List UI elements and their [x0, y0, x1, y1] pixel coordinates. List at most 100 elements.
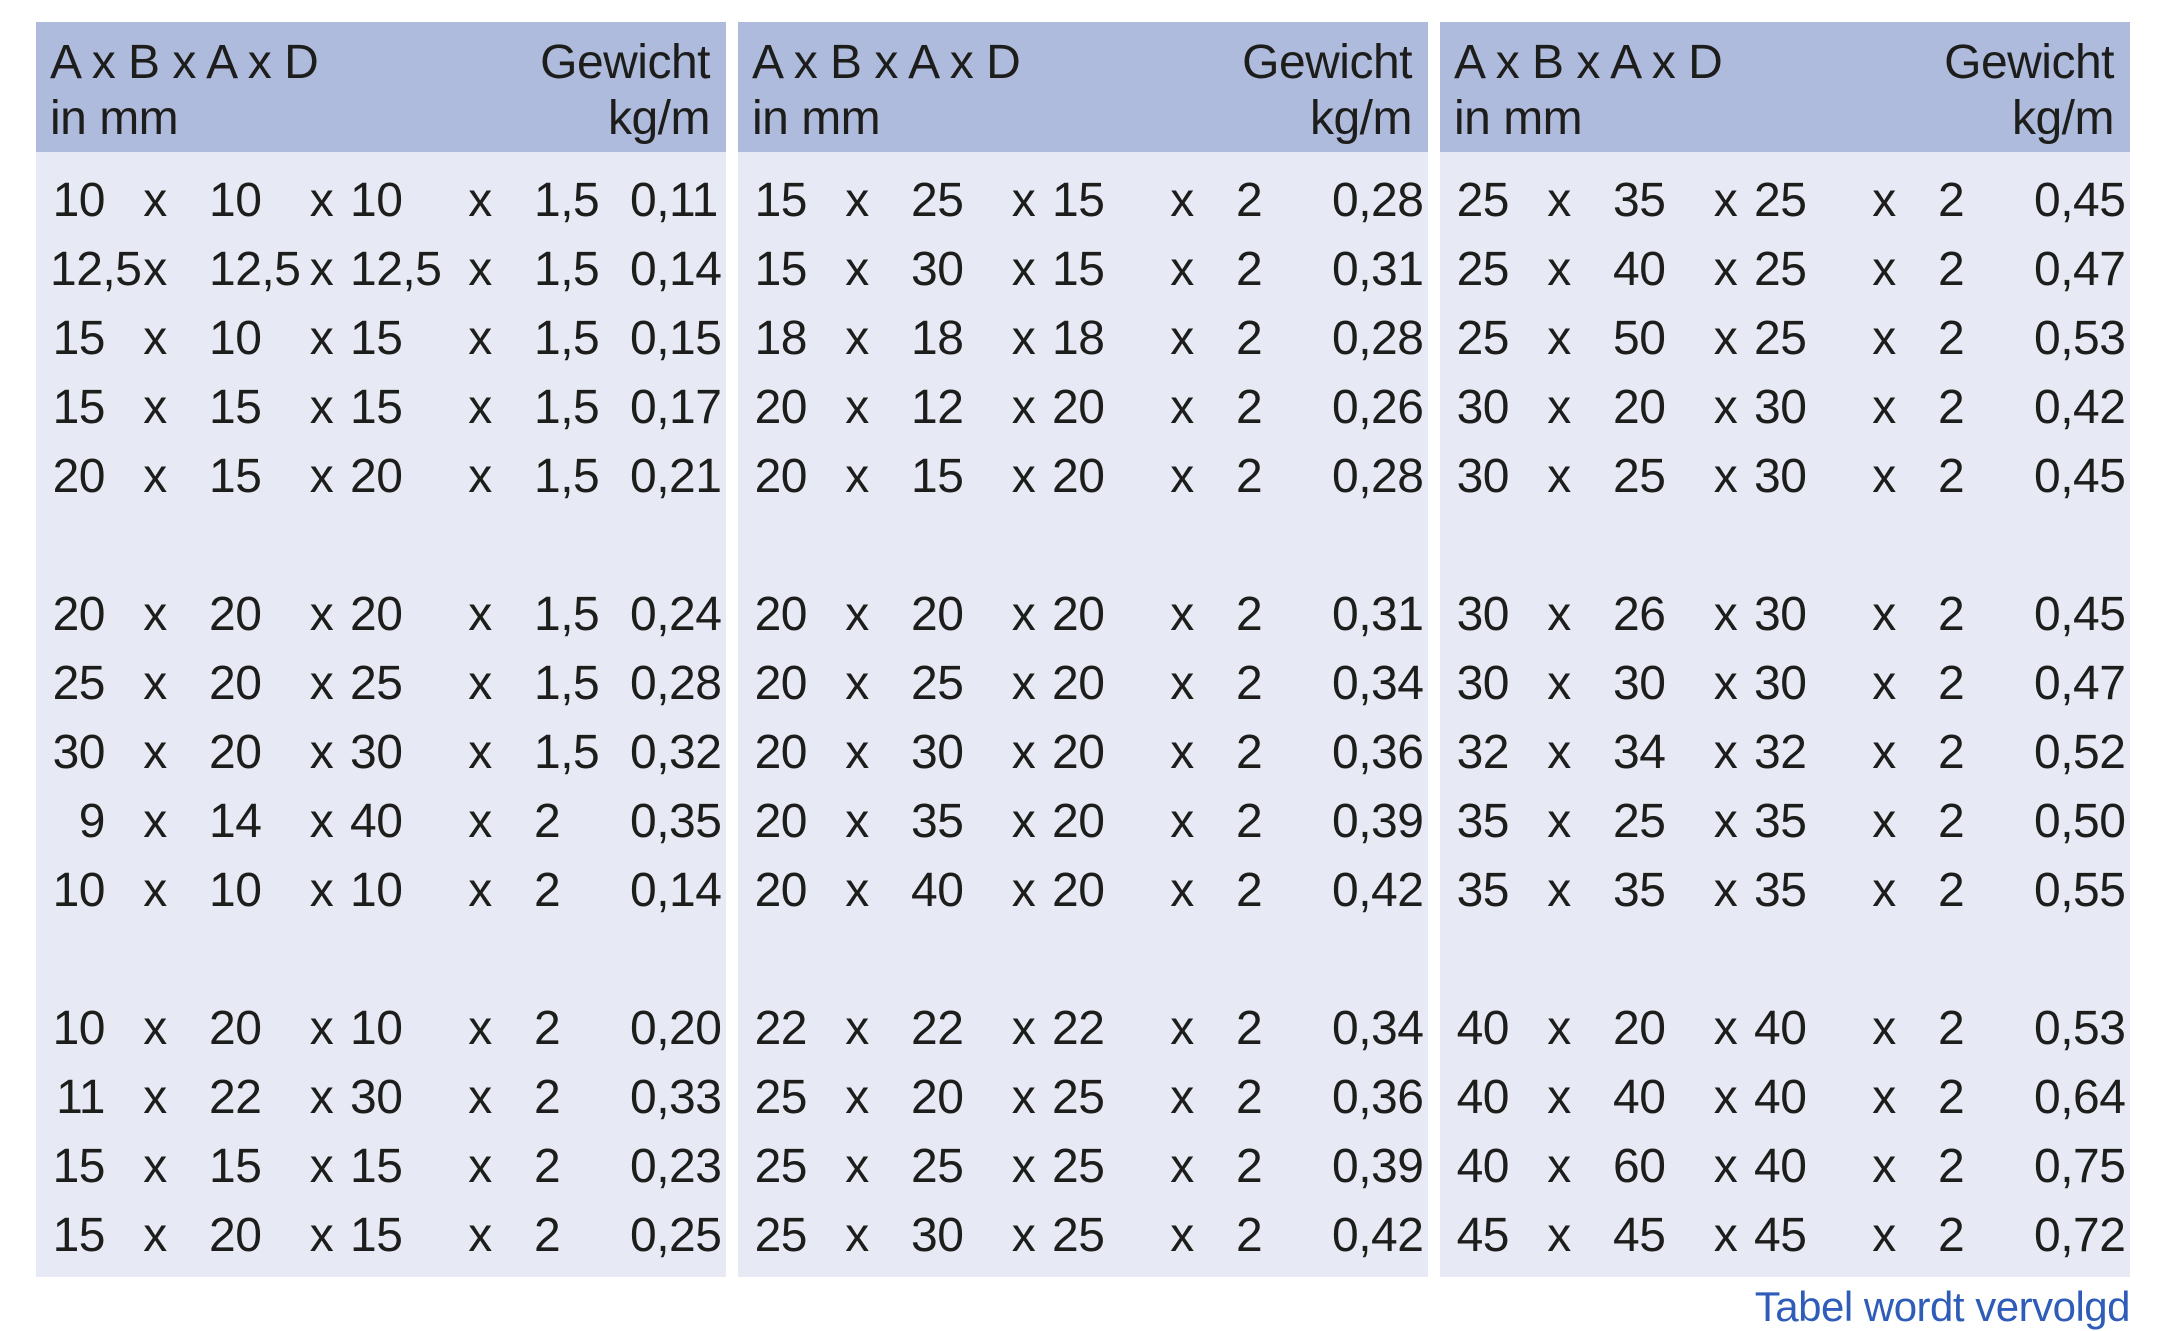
multiply-sign: x	[1872, 312, 1896, 365]
table-row: 20 x 25 x 20 x 2 0,34	[752, 649, 1424, 718]
multiply-sign: x	[1872, 174, 1896, 227]
table-row: 30 x 20 x 30 x 1,5 0,32	[50, 718, 722, 787]
weight-value: 0,45	[2034, 450, 2126, 503]
multiply-sign: x	[143, 1140, 167, 1193]
header-dims-title: A x B x A x D	[50, 36, 319, 89]
multiply-sign: x	[1713, 1071, 1738, 1124]
table-row: 20 x 12 x 20 x 2 0,26	[752, 373, 1424, 442]
multiply-sign: x	[1170, 1002, 1194, 1055]
table-row: 22 x 22 x 22 x 2 0,34	[752, 994, 1424, 1063]
dim-b: 30	[911, 726, 964, 779]
multiply-sign: x	[1011, 312, 1036, 365]
dim-a2: 25	[1052, 1209, 1105, 1262]
dim-d: 1,5	[534, 726, 600, 779]
dim-b: 10	[209, 174, 262, 227]
dim-a2: 18	[1052, 312, 1105, 365]
dim-d: 2	[1236, 864, 1263, 917]
table-row: 40 x 40 x 40 x 2 0,64	[1454, 1063, 2126, 1132]
dim-b: 25	[911, 174, 964, 227]
dim-a: 25	[1456, 243, 1510, 296]
header-weight-unit: kg/m	[607, 92, 711, 145]
dim-a2: 20	[1052, 864, 1105, 917]
multiply-sign: x	[1011, 243, 1036, 296]
dim-b: 30	[1613, 657, 1666, 710]
group-spacer	[50, 511, 710, 580]
multiply-sign: x	[1011, 795, 1036, 848]
dim-d: 2	[1938, 588, 1965, 641]
dim-d: 2	[1236, 726, 1263, 779]
multiply-sign: x	[143, 726, 167, 779]
multiply-sign: x	[468, 657, 492, 710]
dim-a: 22	[754, 1002, 808, 1055]
table-row: 35 x 35 x 35 x 2 0,55	[1454, 856, 2126, 925]
dim-b: 20	[911, 1071, 964, 1124]
table-row: 15 x 10 x 15 x 1,5 0,15	[50, 304, 722, 373]
dim-a2: 45	[1754, 1209, 1807, 1262]
dim-a: 20	[754, 795, 808, 848]
dim-a2: 20	[350, 450, 403, 503]
table-row: 15 x 15 x 15 x 1,5 0,17	[50, 373, 722, 442]
dim-a: 10	[52, 174, 106, 227]
dim-a: 15	[52, 381, 106, 434]
table-row: 18 x 18 x 18 x 2 0,28	[752, 304, 1424, 373]
dim-a2: 40	[1754, 1002, 1807, 1055]
weight-value: 0,35	[630, 795, 722, 848]
dim-a: 25	[754, 1071, 808, 1124]
multiply-sign: x	[1547, 174, 1571, 227]
multiply-sign: x	[1170, 1071, 1194, 1124]
dim-b: 20	[209, 588, 262, 641]
dim-b: 20	[1613, 381, 1666, 434]
multiply-sign: x	[1713, 726, 1738, 779]
dim-a: 40	[1456, 1140, 1510, 1193]
weight-value: 0,36	[1332, 726, 1424, 779]
dim-b: 34	[1613, 726, 1666, 779]
multiply-sign: x	[845, 795, 869, 848]
group-spacer	[752, 925, 1412, 994]
dim-d: 1,5	[534, 243, 600, 296]
multiply-sign: x	[468, 864, 492, 917]
table-row: 25 x 30 x 25 x 2 0,42	[752, 1201, 1424, 1270]
dim-a: 20	[52, 588, 106, 641]
dim-a2: 25	[1754, 243, 1807, 296]
dim-b: 40	[1613, 1071, 1666, 1124]
dim-a2: 30	[1754, 657, 1807, 710]
table-3-header: A x B x A x D Gewicht in mm kg/m	[1440, 22, 2130, 152]
weight-value: 0,26	[1332, 381, 1424, 434]
weight-value: 0,28	[1332, 312, 1424, 365]
dim-d: 2	[534, 1002, 561, 1055]
dim-b: 45	[1613, 1209, 1666, 1262]
weight-value: 0,34	[1332, 1002, 1424, 1055]
multiply-sign: x	[143, 588, 167, 641]
dim-a: 32	[1456, 726, 1510, 779]
multiply-sign: x	[1872, 657, 1896, 710]
dim-a: 30	[52, 726, 106, 779]
dim-b: 35	[1613, 864, 1666, 917]
multiply-sign: x	[1170, 795, 1194, 848]
table-row: 20 x 15 x 20 x 2 0,28	[752, 442, 1424, 511]
dim-a: 35	[1456, 864, 1510, 917]
dim-a2: 30	[350, 1071, 403, 1124]
weight-value: 0,17	[630, 381, 722, 434]
dim-a2: 25	[1052, 1140, 1105, 1193]
dim-d: 2	[1938, 1140, 1965, 1193]
multiply-sign: x	[1713, 795, 1738, 848]
dim-b: 60	[1613, 1140, 1666, 1193]
dim-d: 2	[1236, 1209, 1263, 1262]
dim-a: 20	[754, 864, 808, 917]
dim-d: 2	[1938, 243, 1965, 296]
weight-value: 0,55	[2034, 864, 2126, 917]
multiply-sign: x	[1872, 243, 1896, 296]
multiply-sign: x	[845, 1140, 869, 1193]
header-dims-unit: in mm	[752, 92, 881, 145]
dim-b: 12	[911, 381, 964, 434]
dim-d: 2	[1236, 312, 1263, 365]
dim-a: 30	[1456, 657, 1510, 710]
multiply-sign: x	[468, 381, 492, 434]
table-row: 25 x 50 x 25 x 2 0,53	[1454, 304, 2126, 373]
table-row: 20 x 35 x 20 x 2 0,39	[752, 787, 1424, 856]
dim-a2: 25	[1754, 312, 1807, 365]
table-row: 25 x 35 x 25 x 2 0,45	[1454, 166, 2126, 235]
multiply-sign: x	[143, 243, 167, 296]
table-row: 25 x 20 x 25 x 2 0,36	[752, 1063, 1424, 1132]
dim-a2: 15	[1052, 174, 1105, 227]
